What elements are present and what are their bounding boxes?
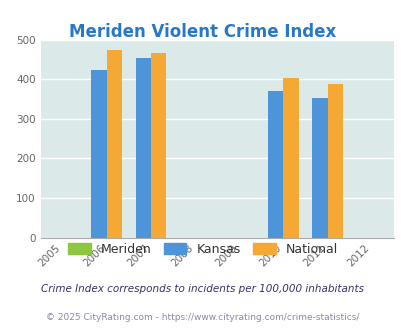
Text: © 2025 CityRating.com - https://www.cityrating.com/crime-statistics/: © 2025 CityRating.com - https://www.city… <box>46 313 359 322</box>
Bar <box>107 50 122 238</box>
Bar <box>135 58 151 238</box>
Bar <box>267 91 283 238</box>
Text: Meriden Violent Crime Index: Meriden Violent Crime Index <box>69 23 336 41</box>
Bar <box>151 53 166 238</box>
Legend: Meriden, Kansas, National: Meriden, Kansas, National <box>64 239 341 259</box>
Bar <box>327 84 342 238</box>
Text: Crime Index corresponds to incidents per 100,000 inhabitants: Crime Index corresponds to incidents per… <box>41 284 364 294</box>
Bar <box>91 70 107 238</box>
Bar <box>311 98 327 238</box>
Bar <box>283 78 298 238</box>
